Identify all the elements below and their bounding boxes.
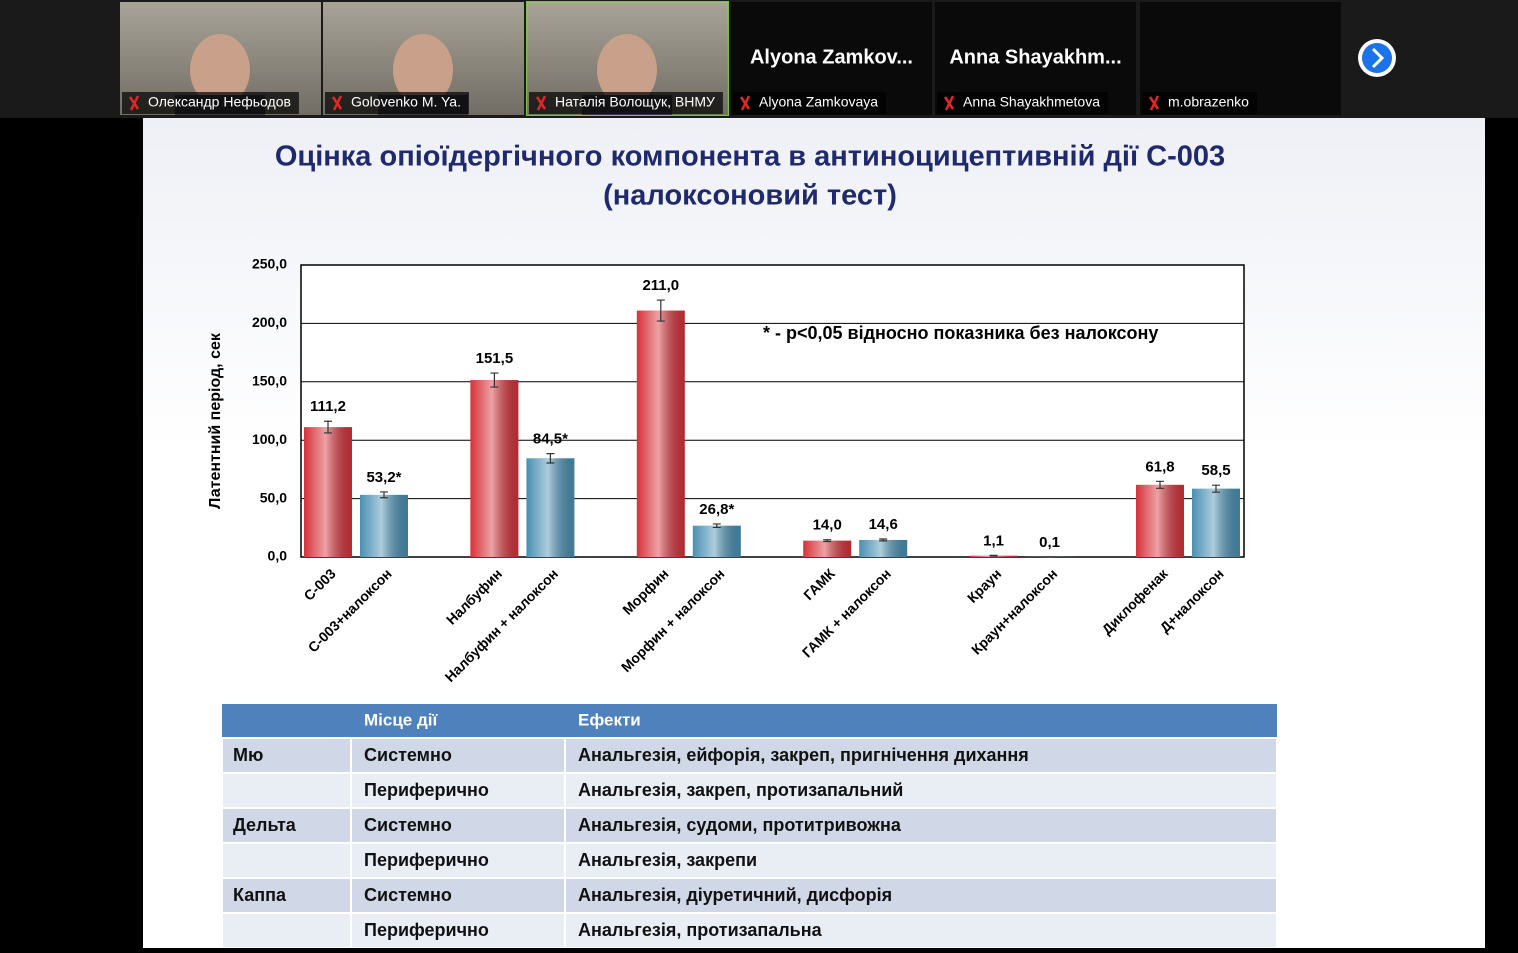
participant-name: Anna Shayakhmetova — [963, 94, 1100, 110]
table-cell-bg — [223, 844, 350, 877]
participant-heading: Anna Shayakhm... — [949, 46, 1121, 68]
y-tick-label: 200,0 — [252, 314, 287, 330]
y-tick-label: 150,0 — [252, 373, 287, 389]
y-tick-label: 100,0 — [252, 431, 287, 447]
y-tick-label: 50,0 — [260, 489, 287, 505]
value-label: 151,5 — [476, 350, 514, 367]
y-axis-label: Латентний період, сек — [207, 332, 224, 509]
error-bar — [990, 555, 998, 556]
bar-shine — [803, 541, 851, 557]
y-tick-label: 250,0 — [252, 256, 287, 272]
table-cell: Периферично — [364, 920, 489, 940]
table-cell: Анальгезія, ейфорія, закреп, пригнічення… — [578, 745, 1029, 765]
table-cell: Периферично — [364, 780, 489, 800]
bar-shine — [470, 380, 518, 557]
value-label: 14,0 — [813, 517, 842, 534]
value-label: 1,1 — [983, 532, 1004, 549]
slide-subtitle: (налоксоновий тест) — [603, 180, 897, 212]
table-cell: Анальгезія, закрепи — [578, 850, 757, 870]
value-label: 111,2 — [310, 398, 346, 415]
table-cell: Анальгезія, протизапальна — [578, 920, 823, 940]
participant-name: Олександр Нефьодов — [148, 94, 291, 110]
value-label: 84,5* — [533, 431, 568, 448]
table-cell: Периферично — [364, 850, 489, 870]
table-cell: Системно — [364, 885, 452, 905]
value-label: 53,2* — [366, 469, 401, 486]
table-cell: Анальгезія, закреп, протизапальний — [578, 780, 903, 800]
table-header-cell: Ефекти — [578, 710, 641, 729]
table-cell: Каппа — [233, 885, 287, 905]
value-label: 61,8 — [1145, 458, 1174, 475]
bar-shine — [526, 458, 574, 557]
value-label: 14,6 — [869, 516, 898, 533]
plot-area — [301, 265, 1244, 557]
value-label: 26,8* — [699, 501, 734, 518]
value-label: 211,0 — [642, 277, 679, 294]
bar-shine — [360, 495, 408, 557]
next-page-icon[interactable] — [1362, 43, 1392, 73]
value-label: 0,1 — [1039, 534, 1060, 551]
bar-shine — [693, 526, 741, 557]
table-header-cell: Місце дії — [364, 710, 438, 729]
table-cell: Мю — [233, 745, 263, 765]
bar-shine — [1192, 489, 1240, 557]
slide-title: Оцінка опіоїдергічного компонента в анти… — [275, 141, 1225, 173]
table-cell: Дельта — [233, 815, 297, 835]
table-cell-bg — [223, 774, 350, 807]
bar-shine — [637, 311, 685, 557]
table-cell: Системно — [364, 745, 452, 765]
participant-name: Golovenko M. Ya. — [351, 94, 461, 110]
bar-shine — [304, 427, 352, 557]
bar-shine — [859, 540, 907, 557]
participant-heading: Alyona Zamkov... — [750, 46, 913, 68]
table-cell: Системно — [364, 815, 452, 835]
annotation: * - p<0,05 відносно показника без налокс… — [763, 323, 1158, 343]
table-cell-bg — [223, 914, 350, 947]
value-label: 58,5 — [1201, 462, 1230, 479]
y-tick-label: 0,0 — [268, 548, 288, 564]
table-cell: Анальгезія, судоми, протитривожна — [578, 815, 902, 835]
participant-name: Alyona Zamkovaya — [759, 94, 878, 110]
participant-name: m.obrazenko — [1168, 94, 1249, 110]
table-cell: Анальгезія, діуретичний, дисфорія — [578, 885, 892, 905]
participant-name: Наталія Волощук, ВНМУ — [555, 94, 715, 110]
bar-shine — [1136, 485, 1184, 557]
